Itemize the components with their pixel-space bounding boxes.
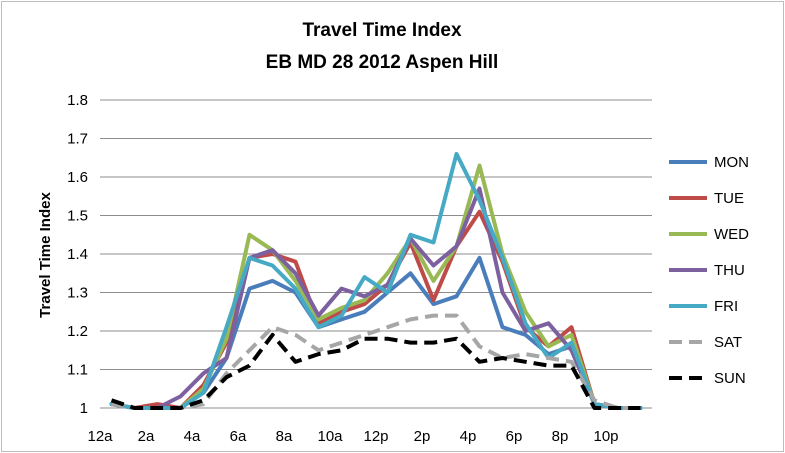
chart-title: Travel Time Index (302, 20, 462, 41)
y-tick-label: 1.6 (67, 169, 88, 186)
x-tick-labels: 12a 2a 4a 6a 8a 10a 12p 2p 4p 6p 8p 10p (87, 428, 618, 445)
x-tick-label: 6a (230, 428, 247, 445)
x-tick-label: 8a (276, 428, 293, 445)
y-tick-label: 1.3 (67, 285, 88, 302)
y-tick-label: 1 (80, 400, 88, 417)
legend-label-sat: SAT (714, 334, 742, 351)
chart-subtitle: EB MD 28 2012 Aspen Hill (266, 52, 499, 73)
x-tick-label: 8p (552, 428, 569, 445)
legend-label-wed: WED (714, 226, 749, 243)
legend-label-mon: MON (714, 154, 749, 171)
legend-label-thu: THU (714, 262, 745, 279)
x-tick-label: 12a (87, 428, 113, 445)
y-tick-label: 1.2 (67, 323, 88, 340)
y-tick-label: 1.8 (67, 92, 88, 109)
legend-label-tue: TUE (714, 190, 744, 207)
y-tick-label: 1.7 (67, 131, 88, 148)
legend-label-fri: FRI (714, 298, 738, 315)
series-line-thu (109, 186, 643, 410)
x-tick-label: 6p (506, 428, 523, 445)
y-tick-labels: 1 1.1 1.2 1.3 1.4 1.5 1.6 1.7 1.8 (67, 92, 88, 417)
y-tick-label: 1.4 (67, 246, 88, 263)
y-tick-label: 1.1 (67, 362, 88, 379)
series-line-sat (111, 313, 641, 410)
gridlines (100, 99, 652, 409)
x-tick-label: 12p (363, 428, 388, 445)
y-axis-label: Travel Time Index (37, 192, 54, 318)
x-tick-label: 10a (317, 428, 343, 445)
series-lines (109, 151, 643, 410)
x-tick-label: 2a (138, 428, 155, 445)
series-line-tue (109, 209, 643, 410)
x-tick-label: 4a (184, 428, 201, 445)
series-line-fri (109, 151, 643, 410)
legend-label-sun: SUN (714, 370, 746, 387)
y-tick-label: 1.5 (67, 208, 88, 225)
legend: MON TUE WED THU FRI SAT SUN (669, 154, 749, 387)
x-tick-label: 4p (460, 428, 477, 445)
series-line-sun (110, 332, 641, 410)
x-tick-label: 10p (593, 428, 618, 445)
x-tick-label: 2p (414, 428, 431, 445)
